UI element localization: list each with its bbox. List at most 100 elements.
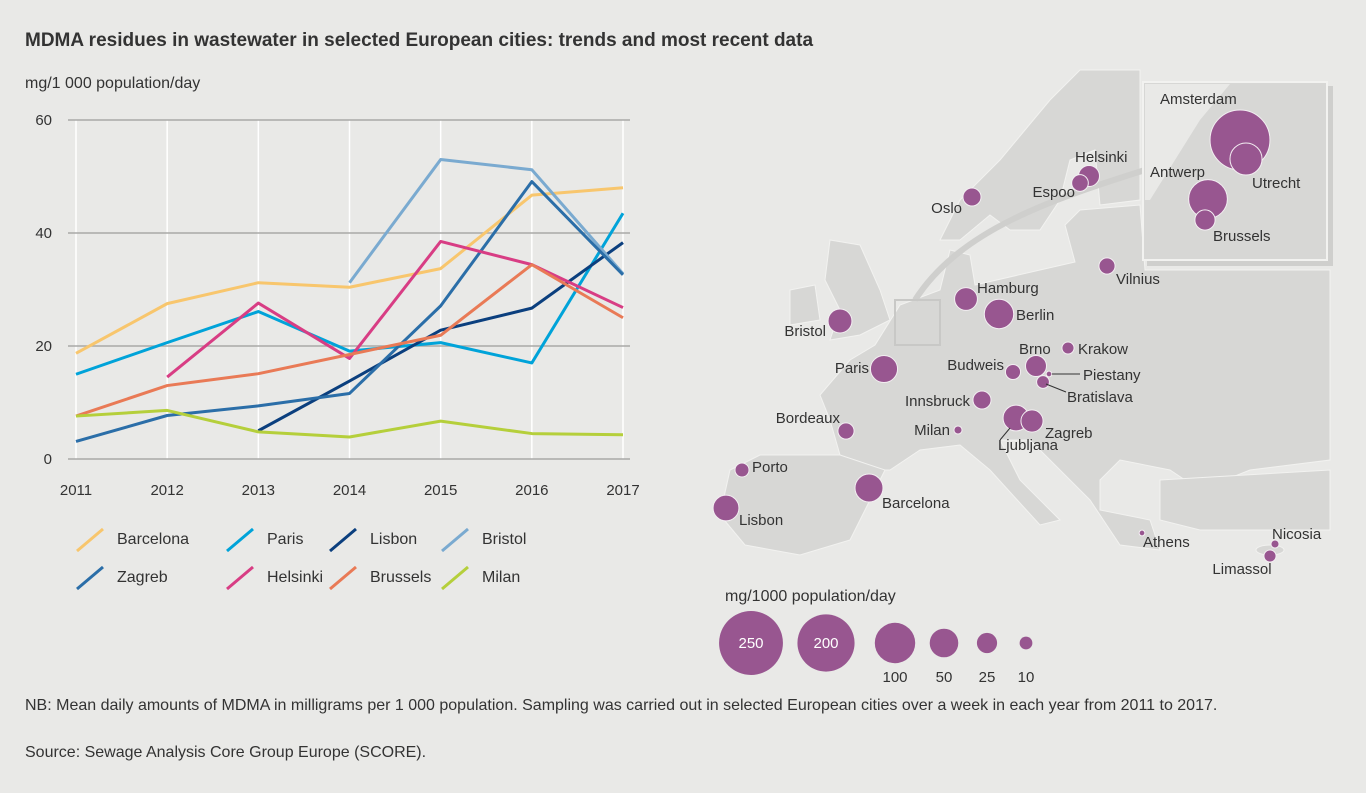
legend-item-zagreb: Zagreb bbox=[75, 565, 168, 591]
city-label: Helsinki bbox=[1075, 149, 1128, 166]
legend-swatch bbox=[329, 565, 357, 591]
size-legend-bubble bbox=[874, 622, 916, 664]
city-bubble-espoo bbox=[1071, 174, 1089, 192]
legend-item-paris: Paris bbox=[225, 527, 303, 553]
city-bubble-oslo bbox=[962, 187, 982, 207]
city-bubble-bordeaux bbox=[837, 422, 855, 440]
source-text: Source: Sewage Analysis Core Group Europ… bbox=[25, 744, 427, 761]
land-turkey bbox=[1159, 469, 1331, 531]
legend-label: Zagreb bbox=[117, 569, 168, 586]
legend-label: Milan bbox=[482, 569, 521, 586]
city-label: Antwerp bbox=[1150, 164, 1205, 181]
city-bubble-utrecht bbox=[1229, 142, 1263, 176]
city-bubble-paris bbox=[869, 354, 899, 384]
city-label: Athens bbox=[1143, 534, 1190, 551]
legend-label: Bristol bbox=[482, 531, 527, 548]
city-label: Zagreb bbox=[1045, 425, 1093, 442]
legend-swatch bbox=[76, 565, 104, 591]
y-tick-label: 0 bbox=[44, 451, 52, 468]
x-tick-label: 2017 bbox=[606, 482, 639, 499]
city-bubble-brno bbox=[1025, 355, 1047, 377]
size-legend-label: 250 bbox=[738, 635, 763, 652]
city-bubble-bristol bbox=[827, 308, 853, 334]
landmass bbox=[719, 69, 1331, 556]
x-tick-label: 2012 bbox=[150, 482, 183, 499]
city-bubble-vilnius bbox=[1098, 257, 1116, 275]
legend-item-milan: Milan bbox=[440, 565, 520, 591]
city-bubble-porto bbox=[734, 462, 750, 478]
legend-label: Brussels bbox=[370, 569, 432, 586]
city-bubble-piestany bbox=[1045, 370, 1053, 378]
city-label: Innsbruck bbox=[905, 393, 971, 410]
series-line-bristol bbox=[348, 158, 625, 284]
x-tick-label: 2014 bbox=[333, 482, 366, 499]
city-bubble-budweis bbox=[1004, 363, 1022, 381]
y-tick-label: 60 bbox=[35, 112, 52, 129]
size-legend-bubble bbox=[719, 611, 783, 675]
city-bubble-limassol bbox=[1263, 549, 1277, 563]
size-legend-bubble bbox=[797, 614, 855, 672]
x-tick-label: 2015 bbox=[424, 482, 457, 499]
city-bubble-zagreb bbox=[1020, 409, 1044, 433]
legend-item-bristol: Bristol bbox=[440, 527, 526, 553]
y-axis-label: mg/1 000 population/day bbox=[25, 75, 201, 92]
city-bubble-lisbon bbox=[712, 494, 740, 522]
city-label: Berlin bbox=[1016, 307, 1054, 324]
city-label: Limassol bbox=[1212, 561, 1271, 578]
city-bubble-brussels bbox=[1194, 209, 1216, 231]
size-legend-label: 100 bbox=[882, 669, 907, 686]
city-label: Hamburg bbox=[977, 280, 1039, 297]
city-label: Espoo bbox=[1032, 184, 1075, 201]
legend-item-helsinki: Helsinki bbox=[225, 565, 323, 591]
x-tick-label: 2016 bbox=[515, 482, 548, 499]
city-bubble-milan bbox=[953, 425, 963, 435]
size-legend-bubble bbox=[929, 628, 959, 658]
city-bubble-hamburg bbox=[954, 287, 978, 311]
city-bubble-krakow bbox=[1061, 341, 1075, 355]
legend-label: Paris bbox=[267, 531, 304, 548]
legend-item-barcelona: Barcelona bbox=[75, 527, 189, 553]
city-bubble-berlin bbox=[983, 298, 1015, 330]
city-bubble-barcelona bbox=[854, 473, 884, 503]
legend-swatch bbox=[226, 565, 254, 591]
city-label: Ljubljana bbox=[998, 437, 1059, 454]
city-label: Bordeaux bbox=[776, 410, 841, 427]
europe-map: Amsterdam Utrecht Antwerp Brussels Helsinki E… bbox=[712, 69, 1333, 686]
map-legend-title: mg/1000 population/day bbox=[725, 588, 896, 605]
legend-swatch bbox=[76, 527, 104, 553]
city-label: Amsterdam bbox=[1160, 91, 1237, 108]
city-bubble-athens bbox=[1138, 529, 1146, 537]
city-bubble-innsbruck bbox=[972, 390, 992, 410]
city-label: Bristol bbox=[784, 323, 826, 340]
city-label: Budweis bbox=[947, 357, 1004, 374]
inset-connector bbox=[912, 167, 1146, 302]
city-label: Milan bbox=[914, 422, 950, 439]
city-label: Paris bbox=[835, 360, 869, 377]
city-label: Bratislava bbox=[1067, 389, 1134, 406]
city-label: Barcelona bbox=[882, 495, 950, 512]
city-label: Utrecht bbox=[1252, 175, 1301, 192]
city-bubble-nicosia bbox=[1270, 539, 1280, 549]
city-label: Oslo bbox=[931, 200, 962, 217]
size-legend-label: 10 bbox=[1018, 669, 1035, 686]
size-legend-bubble bbox=[976, 632, 998, 654]
size-legend-label: 50 bbox=[936, 669, 953, 686]
land-continent bbox=[819, 204, 1331, 551]
legend-swatch bbox=[329, 527, 357, 553]
size-legend-label: 25 bbox=[979, 669, 996, 686]
city-label: Piestany bbox=[1083, 367, 1141, 384]
y-tick-label: 20 bbox=[35, 338, 52, 355]
line-chart: 2011 2012 2013 2014 2015 2016 2017 0 20 40 60 bbox=[35, 112, 639, 499]
legend-swatch bbox=[441, 565, 469, 591]
city-label: Nicosia bbox=[1272, 526, 1322, 543]
legend-swatch bbox=[441, 527, 469, 553]
leader-line bbox=[1045, 383, 1067, 393]
size-legend-label: 200 bbox=[813, 635, 838, 652]
city-label: Krakow bbox=[1078, 341, 1128, 358]
y-tick-label: 40 bbox=[35, 225, 52, 242]
note-text: NB: Mean daily amounts of MDMA in millig… bbox=[25, 697, 1218, 714]
inset-source-box bbox=[894, 299, 941, 346]
land-ireland bbox=[789, 284, 821, 326]
chart-title: MDMA residues in wastewater in selected … bbox=[25, 30, 814, 51]
city-label: Porto bbox=[752, 459, 788, 476]
